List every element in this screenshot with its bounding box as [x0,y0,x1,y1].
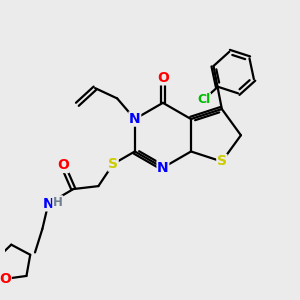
Text: O: O [0,272,11,286]
Text: N: N [157,161,169,175]
Text: O: O [57,158,69,172]
Text: S: S [217,154,227,169]
Text: S: S [108,157,118,171]
Text: N: N [129,112,141,126]
Text: N: N [43,197,54,211]
Text: H: H [53,196,63,209]
Text: Cl: Cl [197,93,210,106]
Text: O: O [157,71,169,85]
